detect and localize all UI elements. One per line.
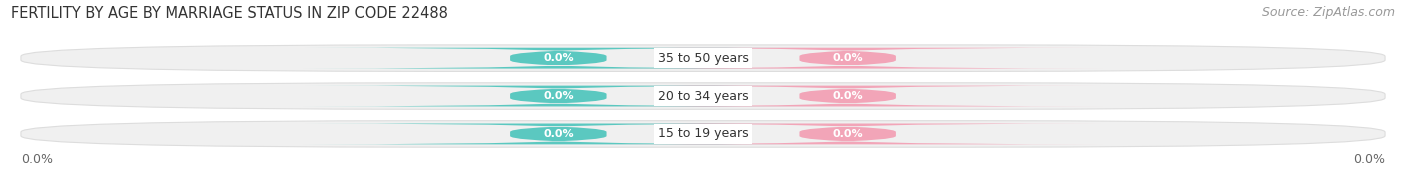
Text: 0.0%: 0.0% (543, 129, 574, 139)
FancyBboxPatch shape (593, 86, 1102, 106)
Text: 0.0%: 0.0% (832, 53, 863, 63)
Text: 20 to 34 years: 20 to 34 years (658, 90, 748, 103)
Text: 0.0%: 0.0% (832, 91, 863, 101)
FancyBboxPatch shape (21, 83, 1385, 109)
Text: 0.0%: 0.0% (832, 129, 863, 139)
FancyBboxPatch shape (304, 123, 813, 144)
Text: 35 to 50 years: 35 to 50 years (658, 52, 748, 65)
FancyBboxPatch shape (593, 123, 1102, 144)
Text: 0.0%: 0.0% (543, 53, 574, 63)
FancyBboxPatch shape (21, 45, 1385, 71)
FancyBboxPatch shape (304, 86, 813, 106)
Text: FERTILITY BY AGE BY MARRIAGE STATUS IN ZIP CODE 22488: FERTILITY BY AGE BY MARRIAGE STATUS IN Z… (11, 6, 449, 21)
Text: 15 to 19 years: 15 to 19 years (658, 127, 748, 140)
FancyBboxPatch shape (593, 48, 1102, 69)
Text: 0.0%: 0.0% (21, 153, 53, 166)
Text: 0.0%: 0.0% (543, 91, 574, 101)
Text: 0.0%: 0.0% (1353, 153, 1385, 166)
FancyBboxPatch shape (21, 121, 1385, 147)
FancyBboxPatch shape (304, 48, 813, 69)
Text: Source: ZipAtlas.com: Source: ZipAtlas.com (1261, 6, 1395, 19)
